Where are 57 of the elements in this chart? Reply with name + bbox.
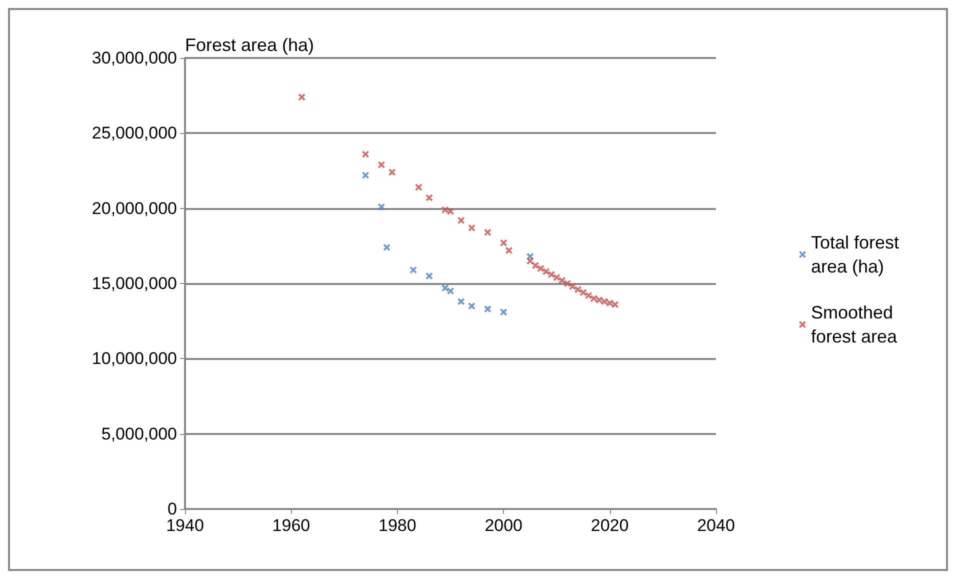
point bbox=[447, 208, 454, 215]
point bbox=[447, 288, 454, 295]
point bbox=[558, 276, 566, 284]
point bbox=[426, 194, 433, 202]
point bbox=[388, 168, 396, 176]
point bbox=[553, 274, 560, 281]
point bbox=[362, 150, 370, 158]
x-tick-label: 2000 bbox=[484, 516, 523, 535]
point bbox=[612, 301, 619, 308]
point bbox=[410, 266, 417, 274]
point bbox=[500, 239, 508, 246]
point bbox=[362, 172, 370, 179]
point bbox=[585, 292, 592, 300]
y-tick-label: 10,000,000 bbox=[92, 349, 177, 368]
point bbox=[378, 161, 385, 168]
point bbox=[606, 300, 614, 307]
point bbox=[442, 284, 449, 292]
point bbox=[580, 289, 587, 296]
point bbox=[383, 244, 390, 251]
y-tick-label: 25,000,000 bbox=[92, 124, 177, 143]
point bbox=[596, 296, 603, 304]
point bbox=[415, 184, 422, 191]
x-tick-label: 1960 bbox=[272, 516, 310, 535]
x-tick-label: 2040 bbox=[697, 516, 735, 535]
point bbox=[600, 298, 608, 306]
y-tick-label: 5,000,000 bbox=[101, 424, 177, 444]
point bbox=[458, 298, 465, 306]
point bbox=[468, 224, 476, 232]
point bbox=[500, 308, 508, 316]
point bbox=[484, 228, 492, 236]
legend-label: Smoothed forest area bbox=[811, 302, 898, 346]
x-tick-label: 1980 bbox=[378, 516, 416, 535]
point bbox=[574, 286, 582, 294]
point bbox=[569, 283, 576, 290]
x-tick-label: 2020 bbox=[590, 516, 629, 535]
point bbox=[442, 206, 449, 214]
point bbox=[505, 246, 512, 254]
point bbox=[564, 280, 571, 287]
legend-label: Total forest area (ha) bbox=[811, 232, 904, 276]
y-axis-title: Forest area (ha) bbox=[185, 35, 314, 55]
point bbox=[468, 302, 476, 310]
point bbox=[378, 203, 385, 210]
point bbox=[426, 272, 433, 280]
point bbox=[298, 94, 306, 101]
y-tick-label: 30,000,000 bbox=[92, 48, 177, 68]
point bbox=[537, 264, 544, 272]
point bbox=[532, 262, 539, 269]
y-tick-label: 0 bbox=[168, 500, 177, 518]
point bbox=[458, 216, 465, 224]
x-tick-label: 1940 bbox=[166, 516, 204, 535]
point bbox=[526, 257, 534, 264]
point bbox=[542, 268, 550, 275]
point bbox=[484, 306, 492, 313]
y-tick-label: 15,000,000 bbox=[92, 274, 177, 293]
point bbox=[590, 295, 598, 302]
point bbox=[548, 270, 555, 278]
y-tick-label: 20,000,000 bbox=[92, 198, 177, 218]
